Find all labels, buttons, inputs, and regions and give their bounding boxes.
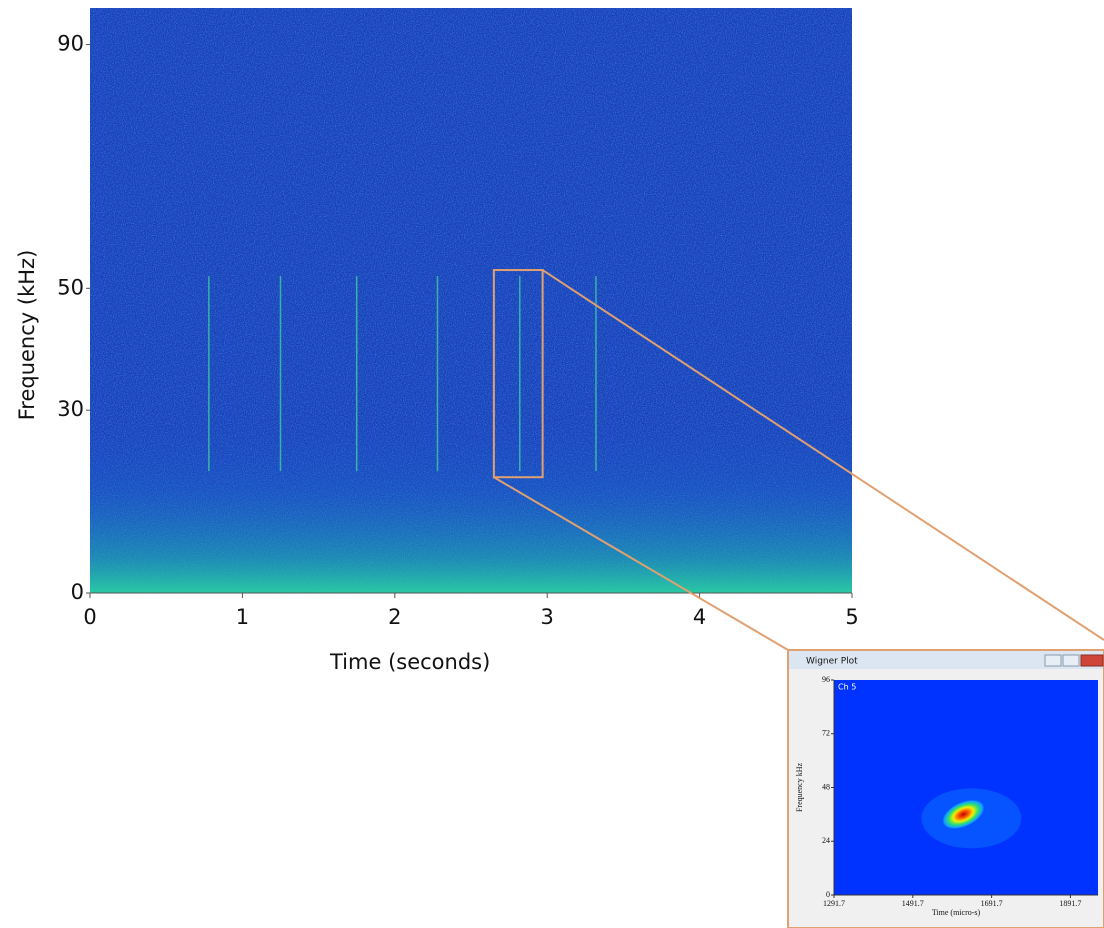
x-tick-label: 0 [83,605,96,629]
y-tick-label: 48 [822,782,830,791]
selection-box [492,269,544,479]
y-tick-label: 0 [71,580,84,604]
spectrogram: Time (seconds) Frequency (kHz) 0 1 2 3 4 5030… [15,8,859,674]
wigner-peak [940,798,986,830]
y-tick-label: 50 [57,275,84,299]
x-tick-label: 1691.7 [981,899,1003,908]
x-tick-label: 1291.7 [823,899,845,908]
wigner-background [834,680,1098,895]
window-title: Wigner Plot [806,657,858,667]
y-tick-label: 24 [822,836,830,845]
y-tick-label: 0 [826,890,830,899]
title-bar [789,651,1103,669]
y-tick-label: 72 [822,729,830,738]
zoom-connector [542,269,1104,641]
maximize-button[interactable] [1062,654,1080,667]
channel-label: Ch 5 [838,683,856,692]
x-tick-label: 1891.7 [1059,899,1081,908]
x-tick-label: 3 [541,605,554,629]
close-button[interactable] [1080,654,1104,667]
x-tick-label: 2 [388,605,401,629]
y-tick-label: 96 [822,675,830,684]
x-axis-label: Time (micro-s) [932,908,981,917]
x-tick-label: 1 [236,605,249,629]
y-axis-label: Frequency kHz [795,763,804,813]
wigner-window: Wigner Plot Ch 5 1291.7 1491.7 1691.7 1891.7… [787,649,1104,928]
x-tick-label: 5 [845,605,858,629]
low-frequency-noise [90,8,852,593]
y-tick-label: 90 [57,32,84,56]
zoom-connector [493,476,789,651]
x-tick-label: 4 [693,605,706,629]
y-axis-label: Frequency (kHz) [15,250,39,421]
minimize-button[interactable] [1044,654,1062,667]
y-tick-label: 30 [57,397,84,421]
x-axis-label: Time (seconds) [329,650,490,674]
x-tick-label: 1491.7 [902,899,924,908]
